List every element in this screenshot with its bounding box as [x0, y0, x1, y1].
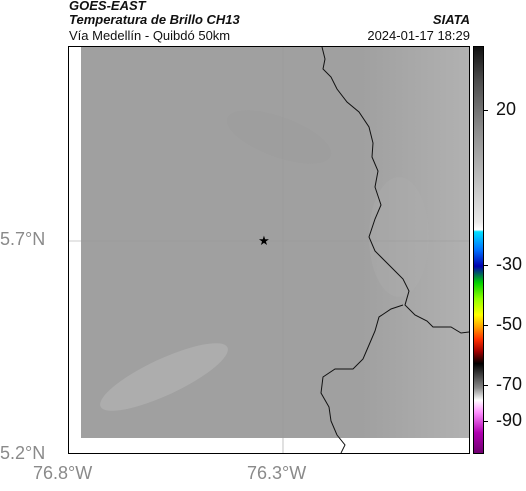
colorbar-label-minus-50: -50 — [496, 314, 523, 334]
colorbar-label-minus-70: -70 — [496, 374, 523, 394]
grid-lines — [69, 47, 469, 453]
lon-label-76-3: 76.3°W — [247, 463, 307, 483]
colorbar-label-20: 20 — [496, 99, 517, 119]
location-star-icon: ★ — [258, 234, 270, 249]
satellite-imagery — [81, 47, 469, 438]
colorbar-tick — [483, 265, 488, 266]
colorbar-tick — [483, 385, 488, 386]
lon-label-76-8: 76.8°W — [33, 463, 93, 483]
product-title: Temperatura de Brillo CH13 — [69, 12, 240, 27]
org-label: SIATA — [432, 12, 470, 27]
colorbar — [473, 46, 484, 454]
colorbar-tick — [483, 325, 488, 326]
datetime-label: 2024-01-17 18:29 — [367, 28, 470, 43]
colorbar-label-minus-30: -30 — [496, 254, 523, 274]
satellite-title: GOES-EAST — [69, 0, 146, 13]
lat-label-5-7: 5.7°N — [0, 229, 46, 249]
colorbar-label-minus-90: -90 — [496, 410, 523, 430]
lat-label-5-2: 5.2°N — [0, 443, 46, 463]
satellite-map: ★ — [68, 46, 470, 454]
coastline — [320, 46, 470, 454]
colorbar-tick — [483, 110, 488, 111]
region-subtitle: Vía Medellín - Quibdó 50km — [69, 28, 231, 43]
colorbar-tick — [483, 421, 488, 422]
map-canvas: ★ — [69, 46, 470, 454]
